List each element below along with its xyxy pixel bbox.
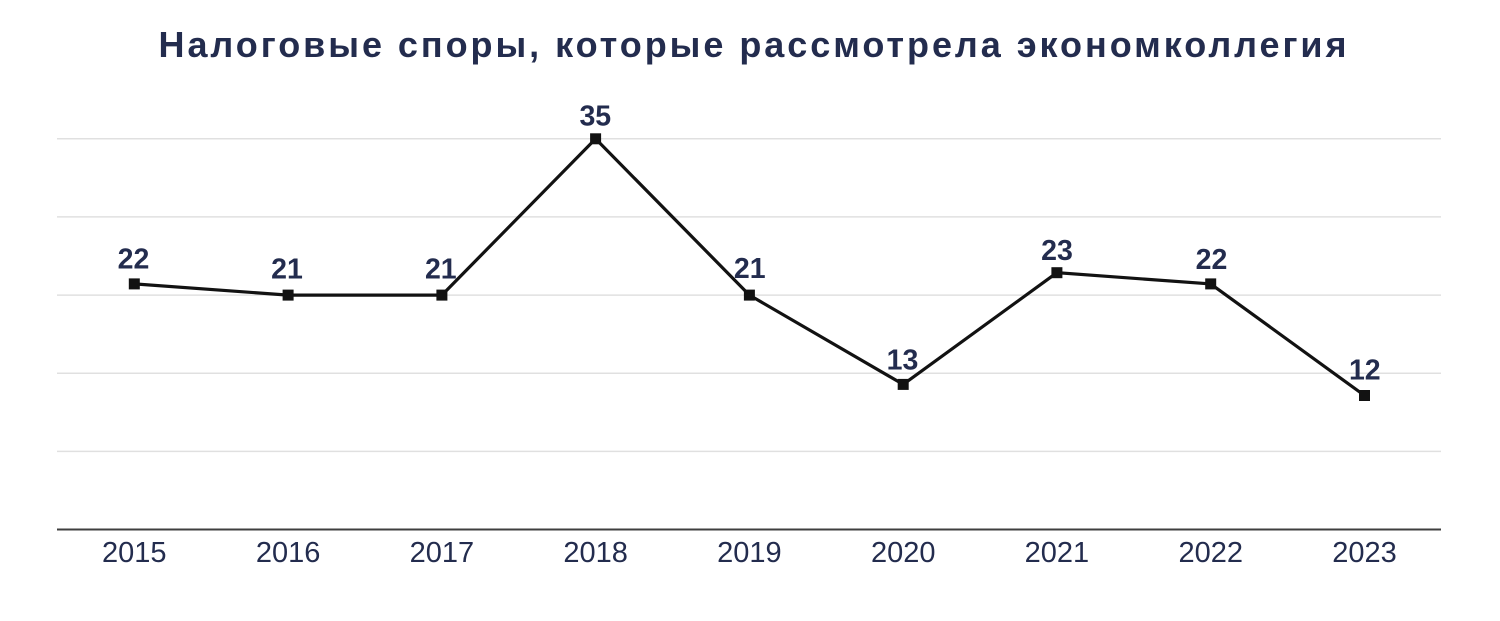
svg-text:2018: 2018 [563,537,628,569]
svg-text:13: 13 [887,345,919,377]
svg-text:2017: 2017 [410,537,475,569]
svg-text:22: 22 [118,243,150,275]
svg-text:2019: 2019 [717,537,782,569]
svg-text:2021: 2021 [1025,537,1090,569]
svg-text:21: 21 [425,253,457,285]
svg-text:23: 23 [1041,235,1073,267]
svg-text:2023: 2023 [1332,537,1397,569]
svg-text:22: 22 [1196,244,1228,276]
svg-text:Налоговые споры, которые рассм: Налоговые споры, которые рассмотрела эко… [158,24,1349,65]
svg-text:2022: 2022 [1178,537,1243,569]
svg-text:2020: 2020 [871,537,936,569]
svg-text:2016: 2016 [256,537,321,569]
svg-text:2015: 2015 [102,537,167,569]
svg-text:21: 21 [271,253,303,285]
svg-text:12: 12 [1349,355,1381,387]
svg-text:35: 35 [579,101,611,133]
svg-text:21: 21 [734,253,766,285]
